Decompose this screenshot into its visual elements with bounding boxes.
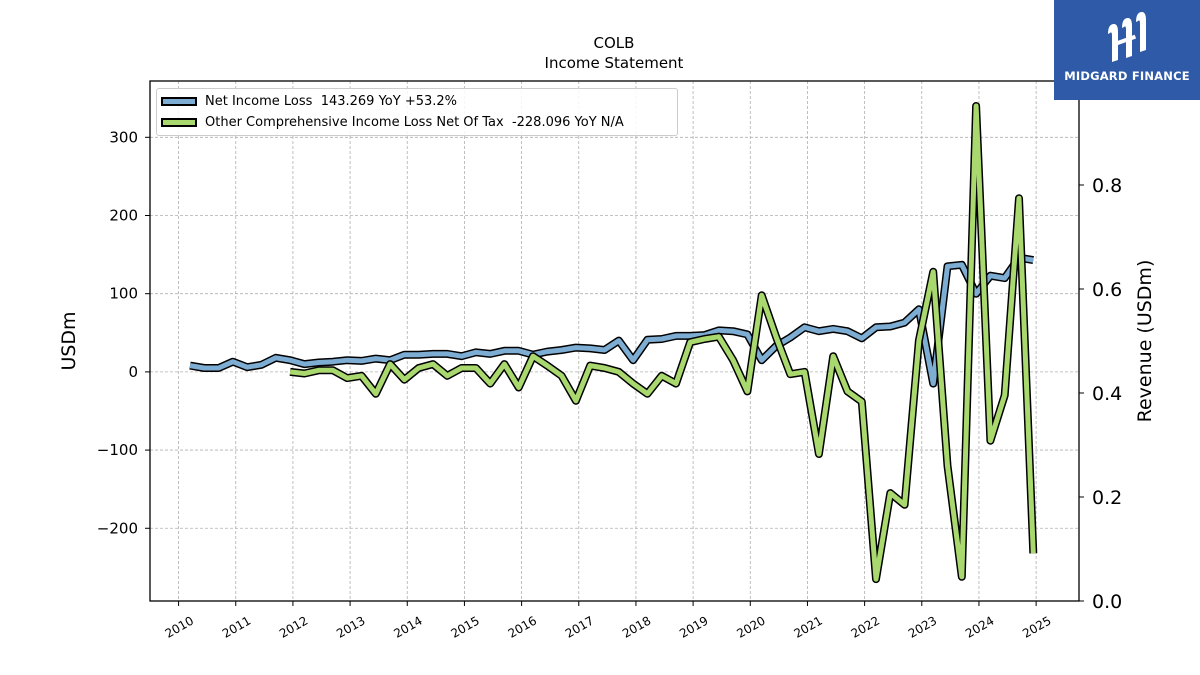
legend-swatch-net-income <box>161 96 197 106</box>
y-axis-right-label: Revenue (USDm) <box>1134 260 1156 423</box>
x-tick-label: 2013 <box>334 613 367 640</box>
legend-label-other-comprehensive-income: Other Comprehensive Income Loss Net Of T… <box>205 114 624 130</box>
y-right-tick-label: 0.6 <box>1092 279 1122 301</box>
y-right-tick-label: 0.8 <box>1092 175 1122 197</box>
y-tick-label: −200 <box>97 519 138 537</box>
logo-mark-icon <box>1108 12 1146 62</box>
x-tick-label: 2019 <box>677 613 710 640</box>
x-tick-label: 2018 <box>620 613 653 640</box>
y-tick-label: 0 <box>128 363 138 381</box>
series-line-net-income <box>189 255 1034 387</box>
series-line-other-comprehensive-income <box>289 103 1036 582</box>
chart-title: COLB <box>594 34 635 52</box>
logo-text: MIDGARD FINANCE <box>1064 69 1190 83</box>
y-right-tick-label: 0.4 <box>1092 383 1122 405</box>
y-axis-label: USDm <box>58 311 80 370</box>
series-lines <box>189 102 1038 584</box>
chart-subtitle: Income Statement <box>545 54 684 72</box>
y-tick-label: 300 <box>109 128 138 146</box>
x-tick-label: 2017 <box>563 613 596 640</box>
legend-swatch-other-comprehensive-income <box>161 117 197 127</box>
y-right-tick-label: 0.2 <box>1092 487 1122 509</box>
x-tick-label: 2016 <box>506 613 539 640</box>
x-tick-label: 2022 <box>849 613 882 640</box>
legend-item-other-comprehensive-income: Other Comprehensive Income Loss Net Of T… <box>161 113 624 131</box>
y-right-tick-label: 0.0 <box>1092 591 1122 613</box>
x-tick-label: 2014 <box>391 613 424 640</box>
plot-frame <box>149 80 1080 602</box>
legend-label-net-income: Net Income Loss 143.269 YoY +53.2% <box>205 93 458 109</box>
x-tick-label: 2024 <box>963 613 996 640</box>
legend-item-net-income: Net Income Loss 143.269 YoY +53.2% <box>161 92 457 110</box>
x-tick-label: 2023 <box>906 613 939 640</box>
x-tick-label: 2010 <box>163 613 196 640</box>
x-tick-label: 2021 <box>791 613 824 640</box>
y-tick-label: 200 <box>109 206 138 224</box>
y-tick-label: 100 <box>109 285 138 303</box>
y-tick-label: −100 <box>97 441 138 459</box>
x-tick-label: 2025 <box>1020 613 1053 640</box>
legend: Net Income Loss 143.269 YoY +53.2% Other… <box>156 88 678 136</box>
x-tick-label: 2015 <box>448 613 481 640</box>
x-tick-label: 2020 <box>734 613 767 640</box>
x-tick-label: 2012 <box>277 613 310 640</box>
midgard-finance-logo: MIDGARD FINANCE <box>1054 0 1200 100</box>
x-tick-label: 2011 <box>220 613 253 640</box>
